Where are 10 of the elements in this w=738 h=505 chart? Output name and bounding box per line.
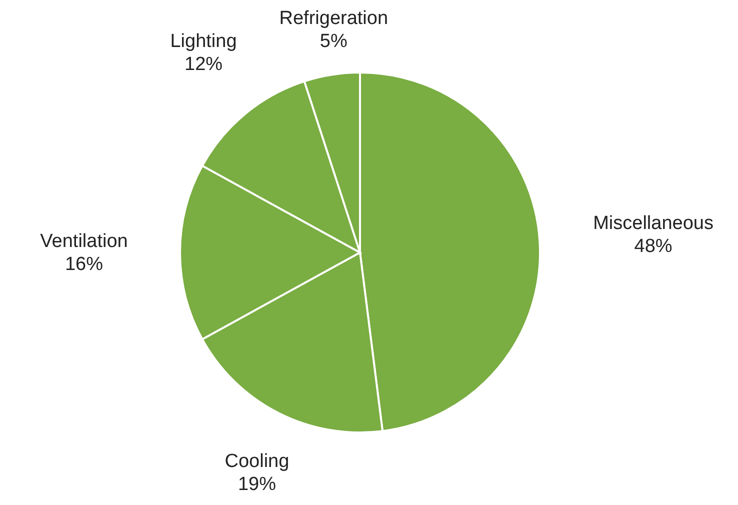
slice-label: Refrigeration	[279, 8, 388, 29]
slice-label: Lighting	[170, 30, 237, 52]
data-label: 5%	[320, 30, 348, 52]
slice-label: Miscellaneous	[593, 213, 714, 234]
data-label: 48%	[634, 236, 672, 258]
slice-label: Ventilation	[40, 231, 128, 252]
data-label: 19%	[238, 474, 276, 495]
data-label: 12%	[184, 54, 223, 75]
data-label: 16%	[64, 254, 104, 275]
slice-label: Cooling	[224, 450, 290, 472]
